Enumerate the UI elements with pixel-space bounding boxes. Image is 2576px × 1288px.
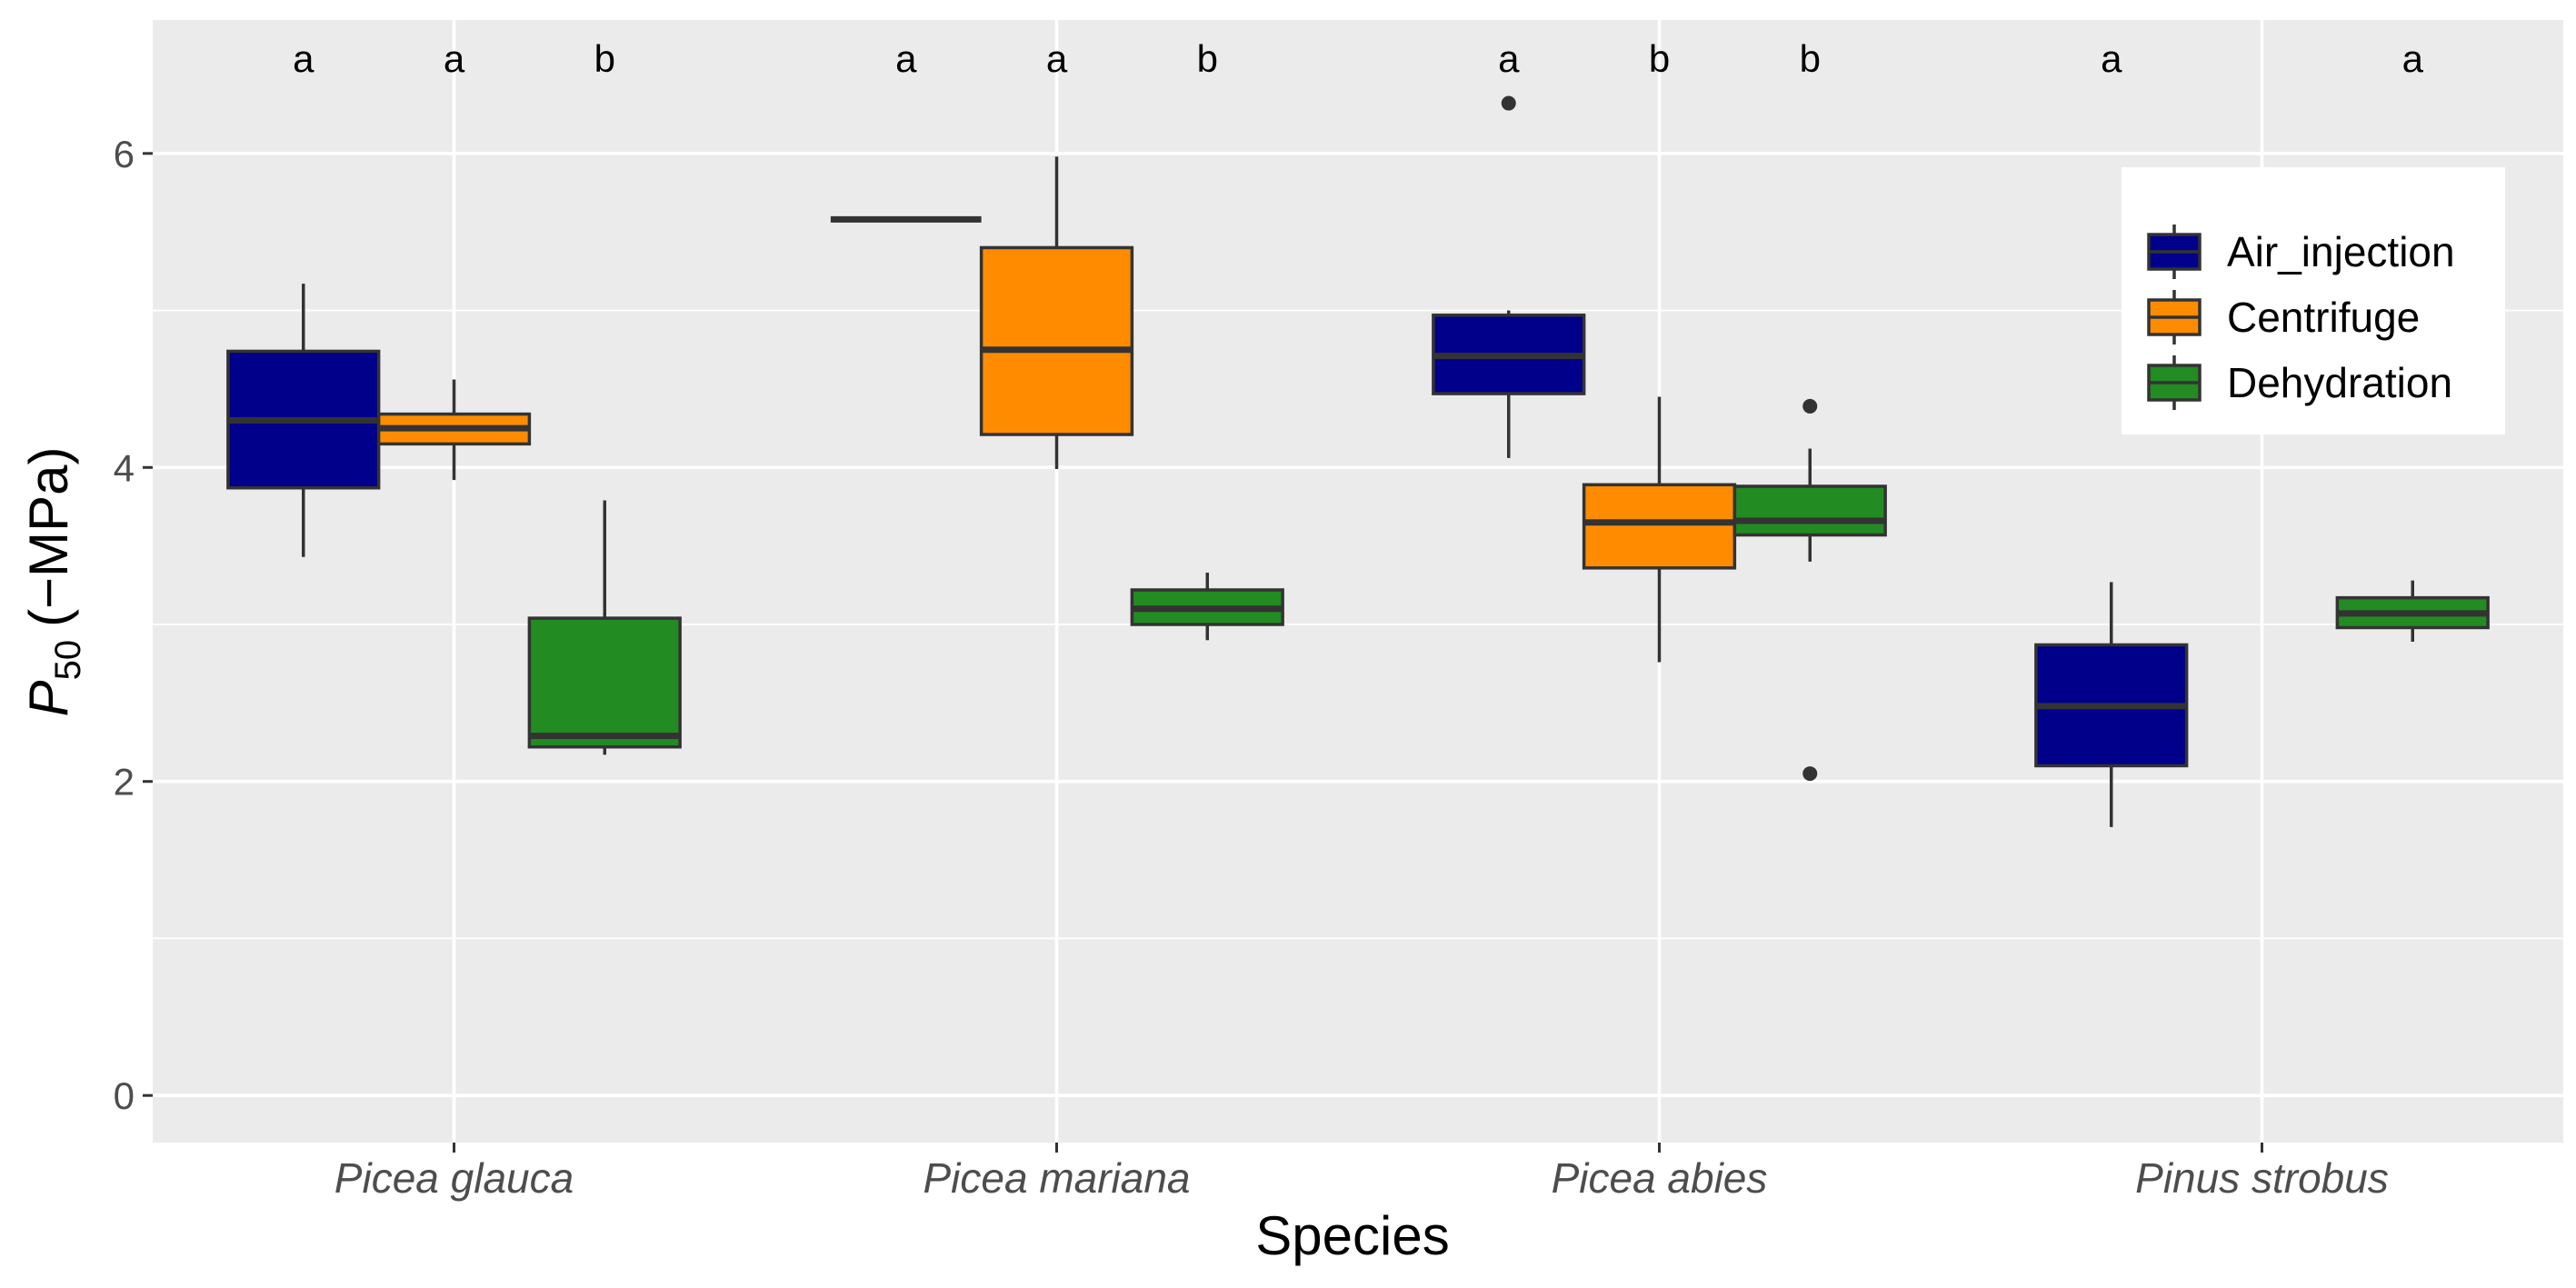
box-body (527, 616, 682, 749)
y-tick-label: 4 (114, 446, 135, 489)
box-dehydration (2335, 580, 2490, 642)
x-axis: Picea glauca Picea mariana Picea abies Pinu… (334, 1143, 2389, 1202)
significance-letter: b (594, 37, 615, 80)
significance-letter: b (1800, 37, 1821, 80)
x-tick-label: Picea glauca (334, 1154, 574, 1202)
box-air-injection (226, 284, 381, 557)
legend-label: Centrifuge (2227, 294, 2420, 341)
box-air-injection (1432, 95, 1586, 458)
y-axis-title-subscript: 50 (48, 640, 88, 681)
y-tick-label: 0 (114, 1074, 135, 1117)
legend-key (2147, 290, 2202, 344)
y-axis-title: P50 (−MPa) (18, 447, 88, 717)
y-axis-title-unit: (−MPa) (18, 447, 79, 627)
significance-letter: b (1649, 37, 1670, 80)
y-axis: 0 2 4 6 (114, 133, 153, 1117)
box-body (979, 245, 1134, 436)
significance-letter: a (1046, 37, 1068, 80)
box-air-injection (2034, 582, 2189, 827)
legend-key (2147, 225, 2202, 279)
legend-key (2147, 355, 2202, 410)
x-tick-label: Pinus strobus (2135, 1154, 2389, 1202)
significance-letter: b (1197, 37, 1218, 80)
box-centrifuge (376, 379, 532, 481)
x-tick-label: Picea mariana (923, 1154, 1190, 1202)
outlier-point (1802, 398, 1818, 414)
boxes (226, 95, 2490, 827)
box-centrifuge (979, 156, 1134, 469)
box-dehydration (1732, 398, 1887, 782)
box-body (1732, 484, 1887, 537)
outlier-point (1802, 766, 1818, 782)
legend-label: Air_injection (2227, 228, 2455, 275)
outlier-point (1501, 95, 1516, 111)
y-tick-label: 2 (114, 761, 135, 804)
y-tick-label: 6 (114, 133, 135, 175)
y-axis-title-symbol: P (18, 680, 79, 716)
significance-letter: a (444, 37, 465, 80)
significance-letter: a (895, 37, 917, 80)
legend-label: Dehydration (2227, 359, 2452, 406)
x-axis-title: Species (1255, 1205, 1449, 1266)
x-tick-label: Picea abies (1552, 1154, 1768, 1202)
box-centrifuge (1582, 396, 1737, 663)
box-body (1582, 483, 1737, 570)
significance-letter: a (2101, 37, 2122, 80)
legend: Air_injection Centrifuge Dehydration (2122, 167, 2505, 434)
box-dehydration (527, 500, 682, 755)
box-dehydration (1130, 573, 1284, 641)
significance-letter: a (2402, 37, 2424, 80)
significance-letter: a (293, 37, 315, 80)
significance-letter: a (1498, 37, 1520, 80)
